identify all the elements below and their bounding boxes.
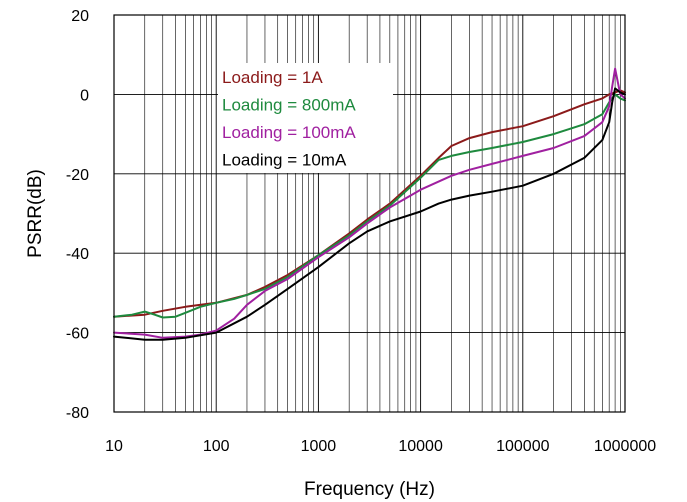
grid-lines: [114, 15, 625, 412]
legend-entry-3: Loading = 10mA: [222, 151, 347, 170]
legend: Loading = 1A Loading = 800mA Loading = 100…: [218, 63, 393, 173]
series-lines: [113, 67, 626, 341]
x-tick-labels: 10 100 1000 10000 100000 1000000: [105, 438, 656, 455]
y-tick-label: -80: [66, 405, 89, 422]
legend-entry-0: Loading = 1A: [222, 68, 323, 87]
legend-entry-1: Loading = 800mA: [222, 96, 356, 115]
x-axis-title: Frequency (Hz): [304, 479, 435, 500]
y-tick-label: -60: [66, 326, 89, 343]
series-line-3: [113, 87, 626, 341]
legend-background: [218, 63, 393, 173]
x-tick-label: 10000: [398, 438, 443, 455]
x-tick-label: 1000: [301, 438, 337, 455]
series-line-1: [113, 93, 626, 319]
y-tick-label: -20: [66, 167, 89, 184]
x-tick-label: 100000: [496, 438, 549, 455]
y-axis-title: PSRR(dB): [25, 169, 46, 258]
y-tick-label: -40: [66, 246, 89, 263]
x-tick-label: 1000000: [594, 438, 656, 455]
legend-entry-2: Loading = 100mA: [222, 123, 356, 142]
y-tick-labels: 20 0 -20 -40 -60 -80: [66, 8, 89, 422]
plot-frame: [113, 14, 626, 413]
y-tick-label: 0: [80, 87, 89, 104]
x-tick-label: 10: [105, 438, 123, 455]
series-line-2: [113, 67, 626, 339]
x-tick-label: 100: [203, 438, 230, 455]
y-tick-label: 20: [71, 8, 89, 25]
